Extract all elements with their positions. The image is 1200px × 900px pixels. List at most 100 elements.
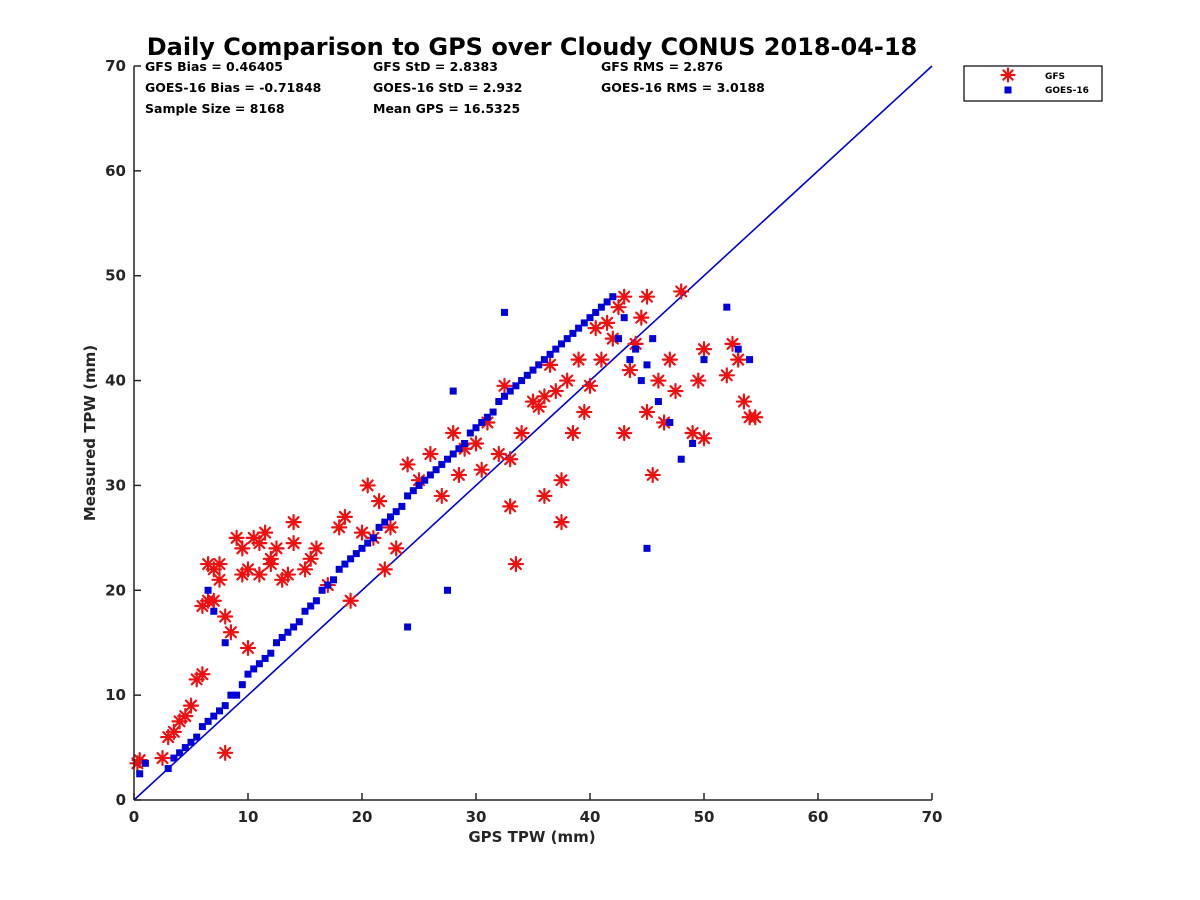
goes16-point [307, 602, 315, 610]
goes16-point [312, 597, 320, 605]
goes16-point [700, 356, 708, 364]
gfs-point [268, 540, 285, 557]
gfs-point [205, 592, 222, 609]
goes16-point [176, 749, 184, 757]
goes16-point [723, 303, 731, 311]
goes16-point [512, 382, 520, 390]
gfs-point [730, 351, 747, 368]
goes16-point [187, 738, 195, 746]
goes16-point [335, 565, 343, 573]
gfs-point [621, 361, 639, 379]
legend-square-mark [1004, 86, 1012, 94]
goes16-point [677, 455, 685, 463]
goes16-point [358, 544, 366, 552]
goes16-point [273, 639, 280, 647]
x-tick-label: 10 [238, 808, 259, 826]
goes16-point [141, 759, 149, 767]
gfs-point [342, 592, 359, 609]
gfs-point [638, 288, 656, 305]
gfs-point [610, 299, 627, 316]
y-tick-label: 30 [105, 476, 126, 494]
gfs-point [507, 555, 525, 573]
gfs-point [257, 524, 274, 541]
goes16-point [637, 377, 645, 385]
goes16-point [250, 665, 258, 673]
goes16-point [535, 361, 543, 369]
x-axis-label: GPS TPW (mm) [468, 828, 595, 846]
y-tick-label: 60 [105, 162, 126, 180]
stat-sample-size: Sample Size = 8168 [145, 101, 285, 116]
goes16-point [449, 387, 457, 395]
gfs-point [718, 367, 735, 384]
goes16-point [444, 455, 451, 463]
goes16-point [415, 481, 423, 489]
goes16-point [615, 335, 622, 343]
goes16-point [523, 371, 531, 379]
gfs-point [211, 571, 228, 588]
gfs-point [308, 540, 325, 557]
gfs-point [399, 456, 416, 473]
gfs-point [513, 424, 530, 442]
x-tick-label: 30 [466, 808, 487, 826]
goes16-point [546, 350, 554, 358]
goes16-point [563, 335, 571, 343]
y-ticks: 0 10 20 30 40 50 60 70 [105, 57, 141, 809]
legend-square-icon [1004, 86, 1012, 94]
goes16-point [193, 733, 201, 741]
goes16-point [620, 314, 628, 322]
goes16-point [466, 429, 474, 437]
axes [133, 66, 932, 801]
goes16-point [506, 387, 514, 395]
goes16-point [592, 308, 600, 316]
goes16-point [221, 702, 229, 710]
gfs-point [547, 382, 564, 400]
goes16-point [404, 492, 412, 500]
gfs-point [638, 403, 656, 421]
gfs-point [559, 372, 576, 389]
stats-block: GFS Bias = 0.46405 GFS StD = 2.8383 GFS … [145, 59, 765, 116]
goes16-point [597, 303, 605, 311]
gfs-point [650, 372, 667, 389]
gfs-point [502, 498, 519, 515]
gfs-point [336, 508, 353, 525]
stat-mean-gps: Mean GPS = 16.5325 [373, 101, 520, 116]
legend-asterisk-icon [1000, 67, 1016, 83]
goes16-point [552, 345, 560, 353]
gfs-point [553, 514, 570, 531]
gfs-point [570, 351, 587, 368]
gfs-point [331, 519, 348, 536]
goes16-point [489, 408, 497, 416]
goes16-point [603, 298, 611, 306]
gfs-point [239, 639, 257, 657]
gfs-point [251, 566, 268, 583]
gfs-point [490, 445, 507, 463]
gfs-point [285, 514, 302, 531]
goes16-point [204, 586, 212, 594]
goes16-point [381, 518, 389, 526]
goes16-point [649, 335, 657, 343]
gfs-point [285, 534, 302, 552]
goes16-point [204, 717, 212, 725]
legend-asterisk-mark [1000, 67, 1016, 83]
y-tick-label: 20 [105, 581, 126, 599]
gfs-point [234, 540, 251, 557]
goes16-point [495, 398, 503, 406]
gfs-point [530, 398, 547, 415]
goes16-point [632, 345, 640, 353]
goes16-point [210, 712, 218, 720]
goes16-point [387, 513, 394, 521]
x-tick-label: 0 [129, 808, 139, 826]
gfs-point [467, 435, 485, 452]
goes16-point [347, 555, 355, 563]
goes16-point [221, 639, 229, 647]
goes16-point [529, 366, 537, 374]
gfs-point [296, 561, 314, 578]
stat-gfs-std: GFS StD = 2.8383 [373, 59, 498, 74]
goes16-point [198, 723, 206, 731]
gfs-point [587, 320, 604, 337]
goes16-point [426, 471, 434, 479]
stat-goes-std: GOES-16 StD = 2.932 [373, 80, 522, 95]
legend-label-gfs: GFS [1045, 72, 1065, 82]
goes16-point [301, 607, 309, 615]
